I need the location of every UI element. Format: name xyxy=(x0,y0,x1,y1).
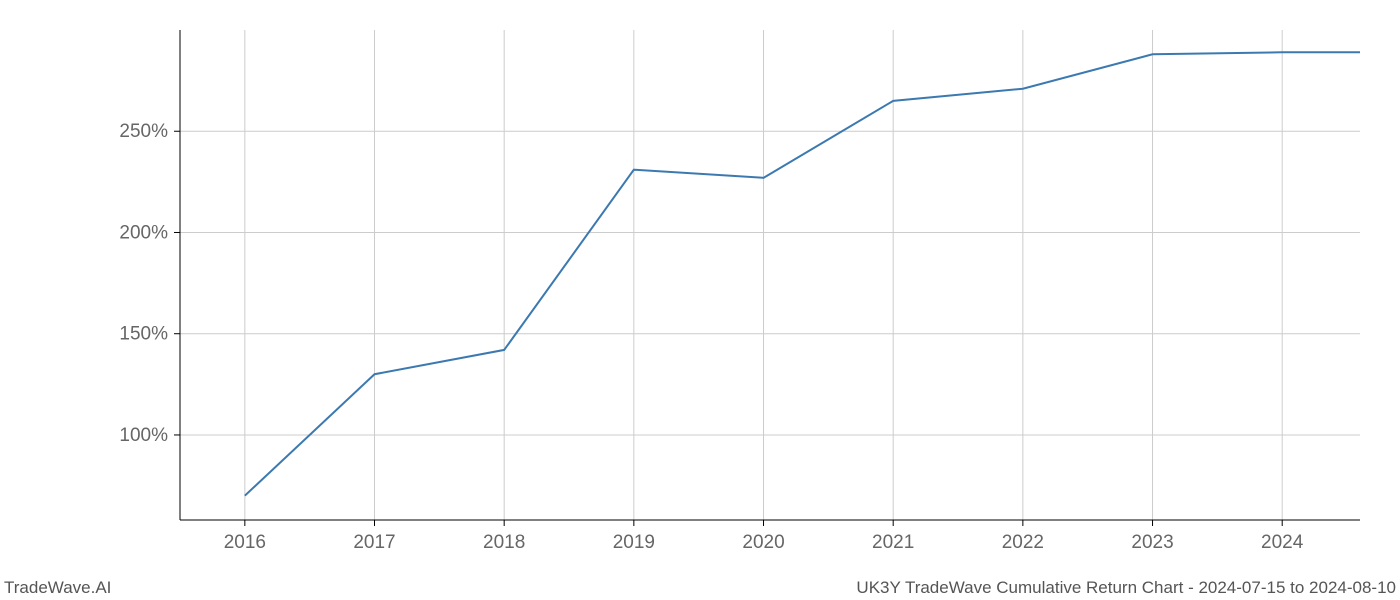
x-tick-label: 2023 xyxy=(1131,532,1173,553)
x-tick-label: 2020 xyxy=(742,532,784,553)
y-tick-label: 200% xyxy=(119,222,168,243)
data-series-line xyxy=(245,52,1360,495)
x-tick-label: 2018 xyxy=(483,532,525,553)
x-tick-label: 2022 xyxy=(1002,532,1044,553)
x-tick-label: 2016 xyxy=(224,532,266,553)
y-tick-label: 250% xyxy=(119,121,168,142)
x-tick-label: 2021 xyxy=(872,532,914,553)
x-tick-label: 2017 xyxy=(353,532,395,553)
chart-container: 2016 2017 2018 2019 2020 2021 2022 2023 2024 100%… xyxy=(0,0,1400,600)
y-tick-label: 100% xyxy=(119,425,168,446)
footer-right-label: UK3Y TradeWave Cumulative Return Chart -… xyxy=(856,578,1396,598)
line-chart: 2016 2017 2018 2019 2020 2021 2022 2023 2024 100%… xyxy=(0,0,1400,600)
x-tick-label: 2019 xyxy=(613,532,655,553)
footer-left-label: TradeWave.AI xyxy=(4,578,111,598)
y-tick-label: 150% xyxy=(119,324,168,345)
x-tick-label: 2024 xyxy=(1261,532,1304,553)
